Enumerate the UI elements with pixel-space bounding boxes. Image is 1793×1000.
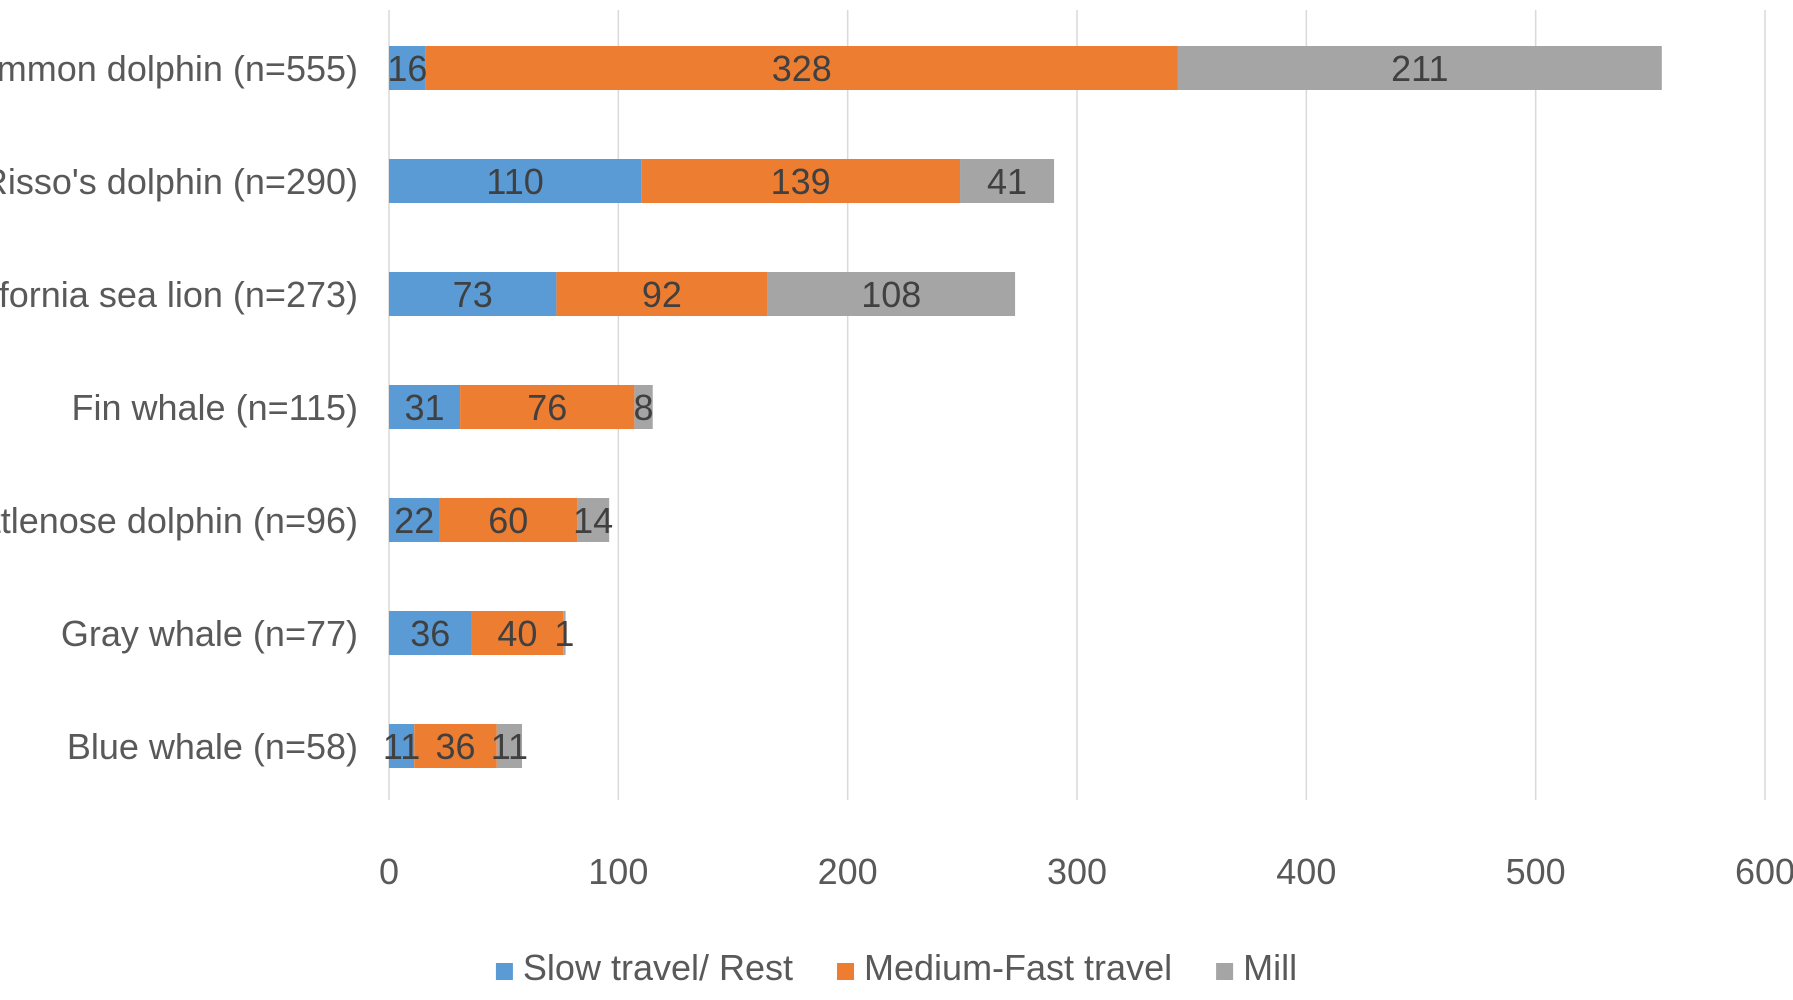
legend: Slow travel/ Rest Medium-Fast travel Mill — [495, 947, 1297, 988]
legend-label: Slow travel/ Rest — [523, 947, 793, 988]
legend-label: Medium-Fast travel — [864, 947, 1172, 988]
bar-segment-slow-travel-rest — [389, 46, 426, 90]
category-label: Common dolphin (n=555) — [0, 48, 358, 89]
data-label: 73 — [453, 274, 493, 315]
x-tick-label-400: 400 — [1276, 851, 1336, 892]
data-label: 76 — [527, 387, 567, 428]
bar-segment-medium-fast-travel — [460, 385, 635, 429]
x-tick-label-100: 100 — [588, 851, 648, 892]
data-label: 328 — [772, 48, 832, 89]
data-label: 60 — [488, 500, 528, 541]
bar-segment-medium-fast-travel — [556, 272, 768, 316]
legend-item: Medium-Fast travel — [837, 947, 1172, 988]
data-label: 108 — [861, 274, 921, 315]
bar-segment-medium-fast-travel — [439, 498, 578, 542]
bar-segment-slow-travel-rest — [389, 611, 472, 655]
x-tick-label-0: 0 — [379, 851, 399, 892]
data-label: 36 — [410, 613, 450, 654]
category-label: Risso's dolphin (n=290) — [0, 161, 358, 202]
bar-segment-mill — [634, 385, 653, 429]
x-tick-label-500: 500 — [1506, 851, 1566, 892]
legend-swatch — [1216, 963, 1234, 980]
bar-segment-mill — [577, 498, 610, 542]
bars — [389, 46, 1662, 768]
category-axis-labels: Common dolphin (n=555) Risso's dolphin (n… — [0, 48, 358, 767]
x-tick-label-300: 300 — [1047, 851, 1107, 892]
data-label: 110 — [486, 161, 543, 202]
bar-segment-mill — [1177, 46, 1662, 90]
gridlines — [388, 10, 1766, 800]
data-label: 211 — [1391, 48, 1448, 89]
bar-segment-slow-travel-rest — [389, 272, 557, 316]
bar-segment-slow-travel-rest — [389, 385, 461, 429]
legend-item: Slow travel/ Rest — [495, 947, 793, 988]
data-label: 41 — [987, 161, 1027, 202]
data-label: 11 — [491, 726, 528, 767]
category-label: Gray whale (n=77) — [61, 613, 358, 654]
bar-segment-mill — [496, 724, 523, 768]
category-label: California sea lion (n=273) — [0, 274, 358, 315]
data-label: 16 — [387, 48, 427, 89]
bar-segment-mill — [563, 611, 566, 655]
bar-segment-mill — [767, 272, 1016, 316]
bar-segment-medium-fast-travel — [641, 159, 961, 203]
category-label: Blue whale (n=58) — [67, 726, 358, 767]
value-axis-tick-labels: 0 100 200 300 400 500 600 — [379, 851, 1793, 892]
category-label: Fin whale (n=115) — [72, 387, 359, 428]
legend-label: Mill — [1243, 947, 1297, 988]
data-label: 8 — [634, 387, 654, 428]
x-tick-label-200: 200 — [818, 851, 878, 892]
bar-segment-slow-travel-rest — [389, 159, 642, 203]
bar-segment-medium-fast-travel — [414, 724, 497, 768]
data-label: 14 — [573, 500, 613, 541]
data-label: 1 — [554, 613, 574, 654]
bar-segment-medium-fast-travel — [425, 46, 1178, 90]
data-label: 92 — [642, 274, 682, 315]
legend-swatch — [837, 963, 855, 980]
data-label: 22 — [394, 500, 434, 541]
legend-swatch — [495, 963, 513, 980]
legend-item: Mill — [1216, 947, 1297, 988]
data-label: 11 — [383, 726, 420, 767]
bar-segment-slow-travel-rest — [389, 498, 440, 542]
bar-segment-slow-travel-rest — [389, 724, 415, 768]
bar-segment-mill — [960, 159, 1055, 203]
data-label: 31 — [405, 387, 445, 428]
data-label: 36 — [435, 726, 475, 767]
bar-segment-medium-fast-travel — [471, 611, 564, 655]
data-label: 139 — [771, 161, 831, 202]
data-label: 40 — [497, 613, 537, 654]
x-tick-label-600: 600 — [1735, 851, 1793, 892]
category-label: Bottlenose dolphin (n=96) — [0, 500, 358, 541]
